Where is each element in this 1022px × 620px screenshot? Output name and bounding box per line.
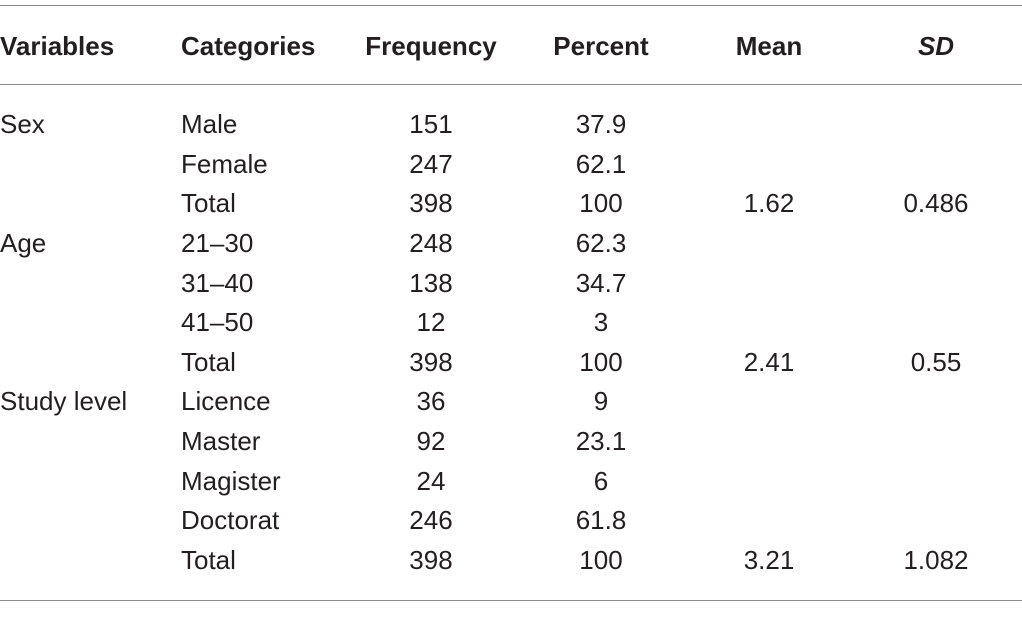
cell-frequency: 246 [409,505,453,536]
cell-percent: 23.1 [575,426,627,457]
cell-category: 31–40 [181,267,254,298]
cell-category: Magister [181,465,281,496]
cell-category: Master [181,426,261,457]
cell-category: Total [181,346,236,377]
cell-category: Total [181,188,236,219]
table-row: Sex Male 151 37.9 [0,105,1022,145]
table-header-row: Variables Categories Frequency Percent M… [0,22,1022,70]
table-row: 31–40 138 34.7 [0,264,1022,304]
cell-frequency: 36 [416,386,446,417]
cell-percent: 100 [579,188,623,219]
cell-category: 21–30 [181,227,254,258]
cell-frequency: 248 [409,227,453,258]
cell-frequency: 12 [416,307,446,338]
table-row: Doctorat 246 61.8 [0,501,1022,541]
header-percent: Percent [553,31,649,61]
cell-category: 41–50 [181,307,254,338]
cell-sd: 0.486 [903,188,969,219]
header-frequency: Frequency [365,31,497,61]
table-bottom-rule [0,600,1022,601]
header-mean: Mean [735,31,803,61]
cell-mean: 3.21 [743,545,795,576]
cell-percent: 100 [579,346,623,377]
cell-sd: 1.082 [903,545,969,576]
cell-percent: 6 [593,465,609,496]
cell-percent: 61.8 [575,505,627,536]
cell-frequency: 24 [416,465,446,496]
cell-variable: Sex [0,109,45,139]
cell-mean: 2.41 [743,346,795,377]
table-header-rule [0,84,1022,85]
header-categories: Categories [181,31,316,61]
table-row: Total 398 100 3.21 1.082 [0,541,1022,581]
table-row: Study level Licence 36 9 [0,382,1022,422]
cell-frequency: 92 [416,426,446,457]
cell-frequency: 398 [409,545,453,576]
cell-frequency: 398 [409,188,453,219]
cell-category: Female [181,148,268,179]
table-body: Sex Male 151 37.9 Female 247 62.1 Total … [0,105,1022,581]
cell-percent: 100 [579,545,623,576]
table-row: 41–50 12 3 [0,303,1022,343]
cell-percent: 3 [593,307,609,338]
header-sd: SD [917,31,955,61]
table-row: Age 21–30 248 62.3 [0,224,1022,264]
cell-percent: 62.3 [575,227,627,258]
cell-variable: Study level [0,386,128,417]
table-row: Total 398 100 1.62 0.486 [0,184,1022,224]
cell-percent: 34.7 [575,267,627,298]
cell-category: Licence [181,386,271,417]
cell-percent: 9 [593,386,609,417]
cell-category: Total [181,545,236,576]
cell-variable: Age [0,227,47,258]
cell-frequency: 247 [409,148,453,179]
table-row: Female 247 62.1 [0,145,1022,185]
table-row: Master 92 23.1 [0,422,1022,462]
table-top-rule [0,5,1022,6]
table-row: Total 398 100 2.41 0.55 [0,343,1022,383]
cell-category: Doctorat [181,505,280,536]
table-row: Magister 24 6 [0,462,1022,502]
cell-frequency: 138 [409,267,453,298]
cell-frequency: 398 [409,346,453,377]
cell-sd: 0.55 [910,346,962,377]
cell-frequency: 151 [409,109,453,139]
cell-percent: 62.1 [575,148,627,179]
cell-percent: 37.9 [575,109,627,139]
header-variables: Variables [0,31,115,61]
cell-mean: 1.62 [743,188,795,219]
cell-category: Male [181,109,238,139]
